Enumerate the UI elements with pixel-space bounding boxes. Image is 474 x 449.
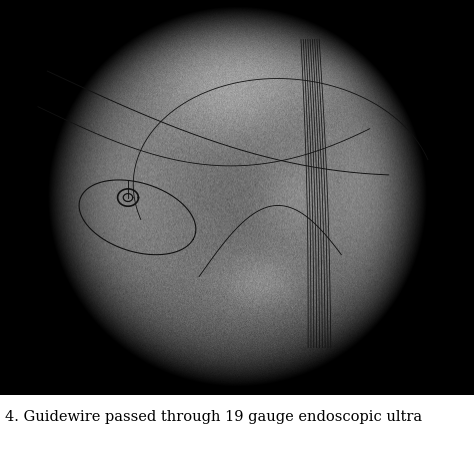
Text: 4. Guidewire passed through 19 gauge endoscopic ultra: 4. Guidewire passed through 19 gauge end… (5, 409, 422, 424)
